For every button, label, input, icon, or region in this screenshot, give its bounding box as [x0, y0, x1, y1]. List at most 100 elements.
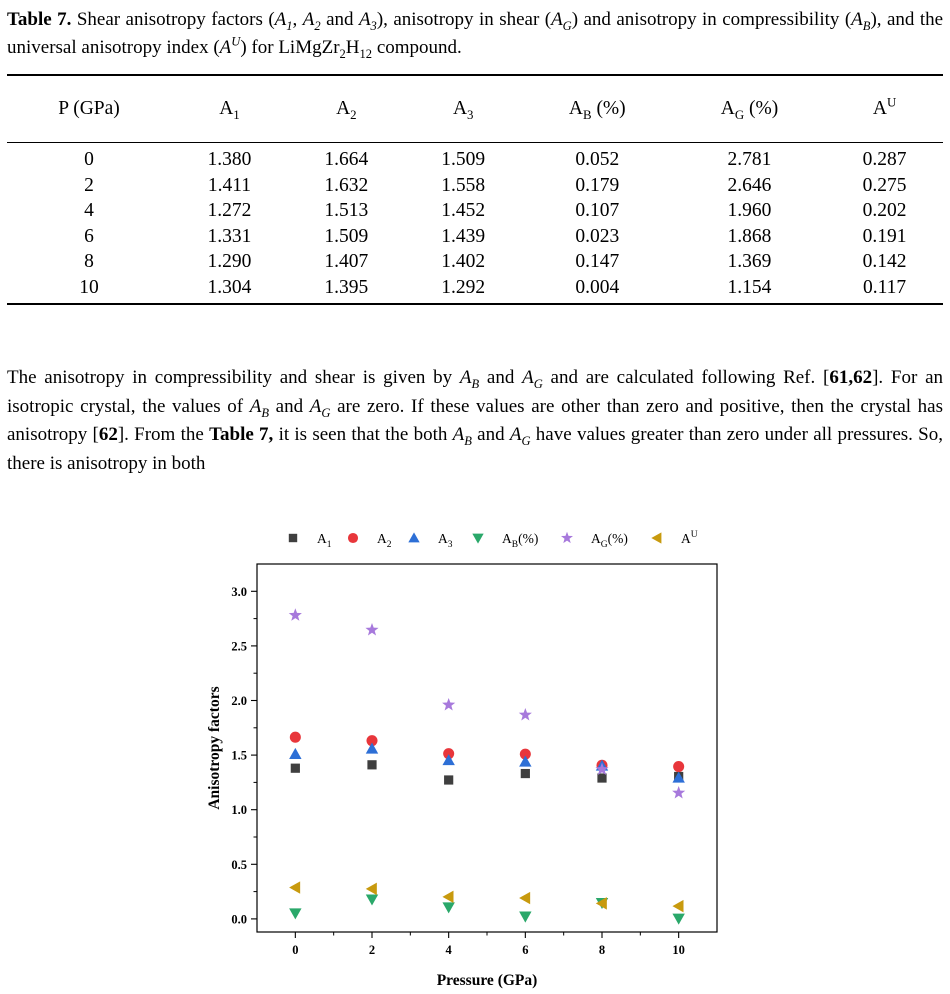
data-point: [444, 775, 454, 785]
data-point: [367, 760, 377, 770]
table-header-row: P (GPa) A1 A2 A3 AB (%) AG (%) AU: [7, 74, 943, 143]
legend-label: A1: [317, 531, 332, 550]
x-tick-label: 10: [672, 943, 685, 957]
compound-formula: LiMgZr2H12: [278, 37, 373, 61]
table-row: 0 1.380 1.664 1.509 0.052 2.781 0.287: [7, 143, 943, 173]
table-cell: 6: [84, 225, 94, 247]
legend-label: A3: [438, 531, 453, 550]
table-row: 10 1.304 1.395 1.292 0.004 1.154 0.117: [7, 274, 943, 305]
table-cell: 1.558: [441, 174, 486, 196]
caption-text: ) for: [240, 37, 279, 58]
table-cell: 8: [84, 251, 94, 273]
table-cell: 0: [84, 149, 94, 171]
data-point: [595, 762, 609, 775]
table-cell: 1.411: [207, 174, 252, 196]
data-point: [366, 735, 378, 747]
table-cell: 4: [84, 200, 94, 222]
table-row: 2 1.411 1.632 1.558 0.179 2.646 0.275: [7, 173, 943, 199]
caption-var: AB: [851, 9, 871, 33]
caption-text: Shear anisotropy factors (: [76, 9, 275, 30]
header-a3: A3: [404, 74, 522, 143]
table-cell: 1.513: [324, 200, 369, 222]
x-tick-label: 2: [369, 943, 375, 957]
data-point: [365, 623, 379, 636]
table-cell: 0.179: [575, 174, 620, 196]
data-point: [289, 881, 301, 894]
header-a2: A2: [287, 74, 405, 143]
table-cell: 1.407: [324, 251, 369, 273]
legend-label: AU: [681, 530, 698, 546]
data-point: [442, 697, 456, 711]
caption-text: ) and anisotropy in compressibility (: [571, 9, 852, 30]
caption-text: compound.: [372, 37, 462, 58]
data-point: [365, 894, 379, 906]
legend-marker: [288, 533, 298, 543]
table-cell: 0.117: [826, 274, 943, 305]
caption-var: AU: [219, 34, 241, 58]
data-point: [289, 731, 301, 743]
data-point: [519, 891, 531, 905]
header-a1: A1: [171, 74, 288, 143]
y-axis: 0.0 0.5 1.0 1.5 2.0 2.5 3.0: [231, 585, 257, 926]
caption-var: AG: [551, 9, 572, 33]
x-axis-label: Pressure (GPa): [437, 972, 538, 989]
caption-var: A3: [358, 9, 377, 33]
table-cell: 1.290: [207, 251, 252, 273]
data-point: [519, 755, 532, 767]
data-point: [672, 899, 684, 913]
table-cell: 0.142: [862, 251, 907, 273]
data-point: [518, 708, 532, 721]
y-tick-label: 2.5: [231, 639, 247, 653]
table-cell: 2.646: [727, 174, 772, 196]
table-cell: 1.439: [441, 225, 486, 247]
data-point: [289, 908, 302, 920]
legend-label: A2: [377, 531, 392, 550]
data-point: [365, 742, 379, 754]
table-cell: 1.509: [441, 149, 486, 171]
table-row: 4 1.272 1.513 1.452 0.107 1.960 0.202: [7, 198, 943, 224]
table-cell: 2: [84, 174, 94, 196]
table-cell: 2.781: [727, 149, 772, 171]
legend-marker: [472, 533, 484, 544]
header-pressure: P (GPa): [7, 74, 172, 143]
data-point: [289, 747, 302, 759]
y-tick-label: 3.0: [231, 585, 247, 599]
y-tick-label: 2.0: [231, 694, 247, 708]
legend-label: AG(%): [591, 531, 628, 550]
math-ag: AG: [509, 424, 531, 448]
data-point: [672, 771, 685, 783]
table-cell: 1.292: [404, 274, 522, 305]
caption-label: Table 7.: [7, 9, 72, 30]
citation: 62: [98, 424, 118, 445]
data-point: [672, 913, 685, 925]
math-ab: AB: [452, 424, 472, 448]
data-point: [442, 890, 454, 904]
math-ag: AG: [522, 367, 543, 391]
table-cell: 1.868: [727, 225, 772, 247]
table-cell: 1.331: [207, 225, 252, 247]
math-ab: AB: [459, 367, 480, 391]
table-row: 6 1.331 1.509 1.439 0.023 1.868 0.191: [7, 224, 943, 250]
body-paragraph: The anisotropy in compressibility and sh…: [7, 367, 944, 474]
table-cell: 0.004: [521, 274, 673, 305]
table-cell: 0.275: [862, 174, 907, 196]
data-point: [288, 608, 302, 621]
table-cell: 0.287: [862, 149, 907, 171]
caption-text: ), anisotropy in shear (: [376, 9, 552, 30]
legend-marker: [347, 532, 359, 544]
y-tick-label: 0.0: [231, 912, 247, 926]
caption-var: A2: [302, 9, 321, 33]
data-point: [442, 902, 455, 914]
data-point: [673, 761, 685, 773]
y-axis-label: Anisotropy factors: [206, 686, 223, 809]
x-tick-label: 6: [522, 943, 528, 957]
data-point: [443, 748, 455, 760]
math-ag: AG: [309, 395, 331, 420]
table-cell: 0.147: [575, 251, 620, 273]
table-cell: 1.402: [441, 251, 486, 273]
table-cell: 1.509: [324, 225, 369, 247]
data-point: [442, 754, 455, 766]
table-cell: 1.664: [324, 149, 369, 171]
data-point: [290, 763, 300, 773]
anisotropy-table: P (GPa) A1 A2 A3 AB (%) AG (%) AU 0 1.380…: [7, 74, 943, 305]
